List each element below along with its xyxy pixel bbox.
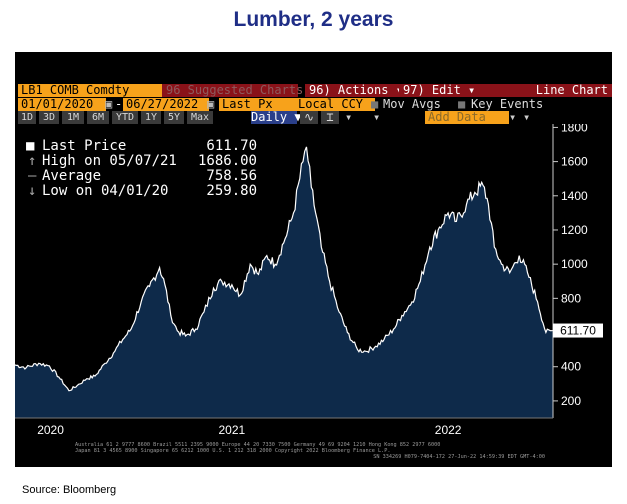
chevron-down-icon[interactable]: ▾: [509, 110, 517, 124]
legend-marker-icon: ■: [26, 138, 35, 154]
y-tick-label: 1200: [561, 223, 588, 237]
price-chart: 20040060080010001200140016001800 2020202…: [15, 124, 603, 437]
chevron-down-icon[interactable]: ▾: [373, 110, 381, 124]
chevron-down-icon[interactable]: ▾: [345, 110, 353, 124]
bloomberg-footer: Australia 61 2 9777 8600 Brazil 5511 239…: [75, 442, 545, 460]
period-button-max[interactable]: Max: [187, 111, 213, 124]
suggested-charts-button[interactable]: 96 Suggested Charts: [162, 84, 303, 97]
legend-value: 758.56: [206, 168, 257, 184]
field-selector[interactable]: Last Px: [219, 98, 295, 111]
legend-box: ■ Last Price 611.70 ↑ High on 05/07/21 1…: [24, 138, 261, 218]
y-tick-label: 200: [561, 394, 581, 408]
legend-label: Last Price: [42, 138, 127, 154]
page-title: Lumber, 2 years: [233, 8, 394, 31]
period-button-3d[interactable]: 3D: [39, 111, 59, 124]
legend-label: Low on 04/01/20: [42, 183, 169, 199]
period-button-1y[interactable]: 1Y: [141, 111, 161, 124]
high-marker-icon: ↑: [28, 153, 37, 169]
period-button-1d[interactable]: 1D: [18, 111, 36, 124]
key-events-label: Key Events: [471, 97, 544, 111]
crosshair-icon[interactable]: ⌶: [321, 111, 339, 124]
period-button-1m[interactable]: 1M: [62, 111, 84, 124]
line-style-icon[interactable]: ∿: [300, 111, 318, 124]
price-line: [15, 146, 554, 392]
legend-value: 259.80: [206, 183, 257, 199]
y-tick-label: 1800: [561, 124, 588, 134]
currency-selector[interactable]: Local CCY: [295, 98, 375, 111]
x-tick-label: 2022: [435, 423, 462, 437]
legend-value: 611.70: [206, 138, 257, 154]
low-marker-icon: ↓: [28, 183, 37, 199]
x-tick-label: 2021: [219, 423, 246, 437]
last-value-label: 611.70: [560, 324, 596, 338]
footer-line: SN 334269 H079-7404-172 27-Jun-22 14:59:…: [373, 454, 545, 460]
chart-type-label[interactable]: Line Chart: [475, 84, 612, 97]
y-tick-label: 800: [561, 291, 581, 305]
actions-menu[interactable]: 96) Actions ▾: [305, 84, 403, 97]
period-button-6m[interactable]: 6M: [87, 111, 109, 124]
y-tick-label: 1400: [561, 189, 588, 203]
x-tick-label: 2020: [37, 423, 64, 437]
legend-label: Average: [42, 168, 102, 184]
price-area: [15, 146, 553, 418]
ticker-field[interactable]: LB1 COMB Comdty: [18, 84, 166, 97]
frequency-selector[interactable]: Daily ▼: [251, 110, 302, 124]
legend-value: 1686.00: [197, 153, 257, 169]
start-date-field[interactable]: 01/01/2020: [18, 98, 106, 111]
last-value-box: [553, 323, 603, 338]
period-button-5y[interactable]: 5Y: [164, 111, 184, 124]
average-marker-icon: –: [28, 168, 37, 184]
legend-label: High on 05/07/21: [42, 153, 177, 169]
y-tick-label: 1600: [561, 155, 588, 169]
calendar-icon[interactable]: ▣: [105, 97, 113, 111]
end-date-field[interactable]: 06/27/2022: [123, 98, 209, 111]
key-events-checkbox-icon[interactable]: ■: [458, 97, 466, 111]
footer-line: Australia 61 2 9777 8600 Brazil 5511 239…: [75, 442, 441, 448]
source-note: Source: Bloomberg: [22, 484, 117, 496]
bloomberg-terminal: LB1 COMB Comdty 96 Suggested Charts 96) …: [15, 52, 612, 467]
chevron-down-icon[interactable]: ▾: [523, 110, 531, 124]
footer-line: Japan 81 3 4565 8900 Singapore 65 6212 1…: [75, 448, 391, 454]
edit-menu[interactable]: 97) Edit ▾: [399, 84, 477, 97]
mov-avgs-label: Mov Avgs: [383, 97, 441, 111]
y-tick-label: 1000: [561, 257, 588, 271]
period-button-ytd[interactable]: YTD: [112, 111, 138, 124]
add-data-field[interactable]: Add Data: [425, 111, 509, 124]
date-separator: -: [115, 97, 123, 111]
mov-avgs-checkbox-icon[interactable]: ■: [371, 97, 379, 111]
calendar-icon[interactable]: ▣: [207, 97, 215, 111]
y-tick-label: 400: [561, 360, 581, 374]
